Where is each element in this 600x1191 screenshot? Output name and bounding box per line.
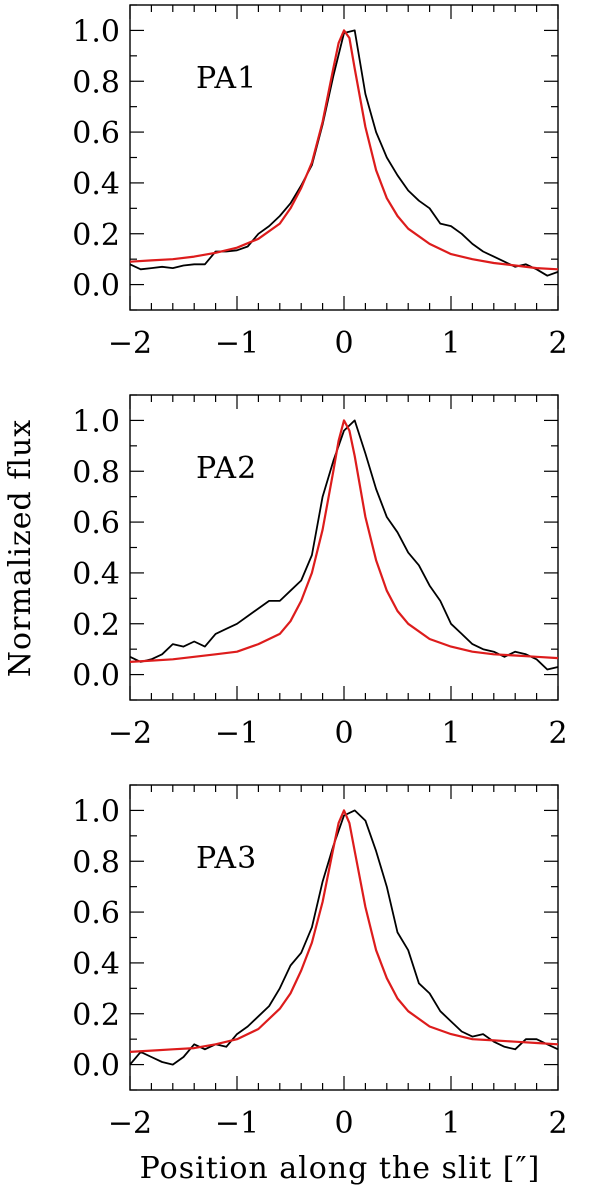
series-model-line xyxy=(129,419,559,663)
y-tick-label: 1.0 xyxy=(72,14,120,49)
y-tick-label: 0.4 xyxy=(72,947,120,982)
x-tick-label: 1 xyxy=(441,326,460,361)
x-tick-label: −1 xyxy=(215,716,259,751)
x-tick-label: −1 xyxy=(215,326,259,361)
x-tick-label: 0 xyxy=(334,1106,353,1141)
x-tick-label: −2 xyxy=(108,326,152,361)
x-tick-label: 0 xyxy=(334,326,353,361)
x-tick-label: 2 xyxy=(548,1106,567,1141)
x-tick-label: 1 xyxy=(441,1106,460,1141)
x-tick-label: 2 xyxy=(548,326,567,361)
y-tick-label: 0.0 xyxy=(72,1049,120,1084)
panel-pa3: −2 −1 0 1 2 0.0 0.2 0.4 0.6 0.8 1.0 PA3 xyxy=(72,784,568,1141)
series-model-line xyxy=(129,29,559,271)
y-tick-label: 0.8 xyxy=(72,455,120,490)
x-tick-label: −2 xyxy=(108,1106,152,1141)
x-tick-label: 2 xyxy=(548,716,567,751)
x-tick-label: −1 xyxy=(215,1106,259,1141)
x-tick-label: −2 xyxy=(108,716,152,751)
panels: −2 −1 0 1 2 0.0 0.2 0.4 0.6 0.8 1.0 PA1 −2 −1 0 1 2 0.0 0.… xyxy=(72,4,568,1141)
series-observed-line xyxy=(129,809,559,1066)
series-model-line xyxy=(129,809,559,1053)
y-tick-label: 0.4 xyxy=(72,167,120,202)
series-observed-line xyxy=(129,29,559,277)
y-tick-label: 0.6 xyxy=(72,896,120,931)
panel-label: PA3 xyxy=(196,841,257,876)
x-axis-title: Position along the slit [″] xyxy=(140,1151,541,1186)
y-tick-label: 0.6 xyxy=(72,116,120,151)
series-observed-line xyxy=(129,419,559,671)
y-tick-label: 0.0 xyxy=(72,269,120,304)
panel-label: PA2 xyxy=(196,451,257,486)
y-tick-label: 0.6 xyxy=(72,506,120,541)
panel-pa1: −2 −1 0 1 2 0.0 0.2 0.4 0.6 0.8 1.0 PA1 xyxy=(72,4,568,361)
y-tick-label: 0.4 xyxy=(72,557,120,592)
y-tick-label: 0.0 xyxy=(72,659,120,694)
y-tick-label: 1.0 xyxy=(72,794,120,829)
y-tick-label: 0.8 xyxy=(72,845,120,880)
y-tick-label: 0.2 xyxy=(72,608,120,643)
x-tick-label: 1 xyxy=(441,716,460,751)
y-tick-label: 0.2 xyxy=(72,218,120,253)
y-tick-label: 0.8 xyxy=(72,65,120,100)
y-tick-label: 0.2 xyxy=(72,998,120,1033)
y-axis-title: Normalized flux xyxy=(3,419,38,677)
x-tick-label: 0 xyxy=(334,716,353,751)
panel-label: PA1 xyxy=(196,61,257,96)
panel-pa2: −2 −1 0 1 2 0.0 0.2 0.4 0.6 0.8 1.0 PA2 xyxy=(72,394,568,751)
y-tick-label: 1.0 xyxy=(72,404,120,439)
